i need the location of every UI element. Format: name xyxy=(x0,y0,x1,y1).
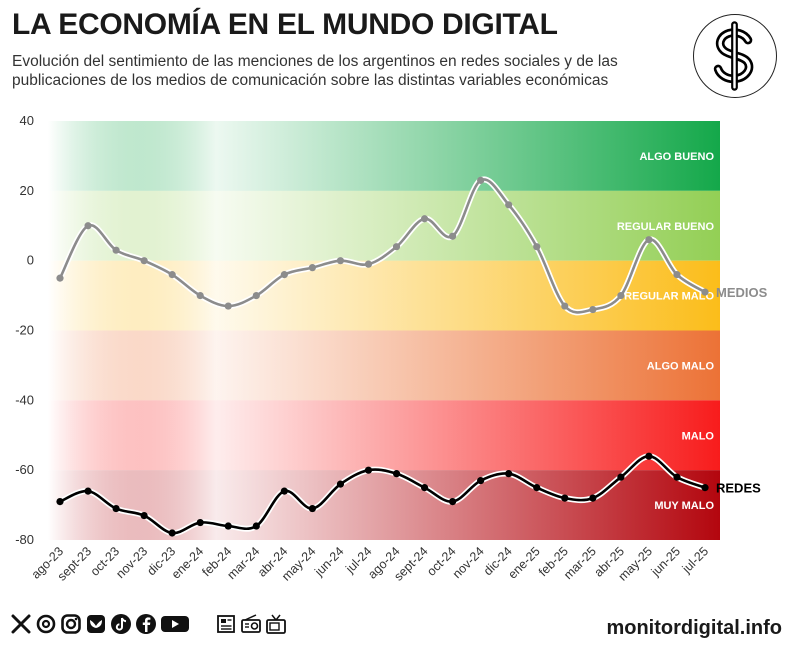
page-subtitle: Evolución del sentimiento de las mencion… xyxy=(12,53,618,89)
x-tick-label: mar-25 xyxy=(561,544,599,582)
redes-point xyxy=(645,452,653,460)
x-tick-label: ene-25 xyxy=(505,544,542,581)
y-tick-label: -60 xyxy=(15,462,34,477)
medios-series-label: MEDIOS xyxy=(716,285,768,300)
band-algo-malo xyxy=(48,330,720,401)
page-title: LA ECONOMÍA EN EL MUNDO DIGITAL xyxy=(12,8,558,41)
medios-point xyxy=(645,236,653,244)
redes-point xyxy=(336,480,345,488)
band-algo-bueno xyxy=(48,121,720,191)
medios-point xyxy=(112,246,120,254)
band-label: REGULAR MALO xyxy=(624,291,714,303)
band-label: ALGO MALO xyxy=(647,360,715,372)
x-tick-label: jul-25 xyxy=(679,544,711,576)
medios-point xyxy=(533,243,541,251)
youtube-icon[interactable] xyxy=(160,613,190,635)
medios-point xyxy=(280,271,288,279)
redes-point xyxy=(589,494,597,502)
redes-point xyxy=(505,470,513,478)
y-tick-label: 20 xyxy=(20,183,34,198)
band-label: REGULAR BUENO xyxy=(617,221,715,233)
redes-point xyxy=(280,487,288,495)
redes-point xyxy=(701,484,709,492)
newspaper-icon xyxy=(217,615,235,633)
band-label: ALGO BUENO xyxy=(639,151,714,163)
redes-point xyxy=(308,504,316,513)
sentiment-line-chart: ALGO BUENO REGULAR BUENO REGULAR MALO ALGO … xyxy=(15,113,768,584)
medios-point xyxy=(449,232,457,240)
redes-point xyxy=(56,497,64,506)
redes-point xyxy=(617,473,625,481)
y-tick-label: -80 xyxy=(15,532,34,547)
medios-point xyxy=(140,257,148,265)
medios-point xyxy=(477,176,485,184)
redes-point xyxy=(364,466,373,474)
redes-point xyxy=(196,518,204,527)
instagram-icon[interactable] xyxy=(60,613,82,635)
redes-point xyxy=(392,470,401,478)
redes-point xyxy=(168,529,176,537)
medios-point xyxy=(336,257,345,265)
redes-point xyxy=(420,484,429,492)
x-tick-label: jun-24 xyxy=(311,544,346,579)
redes-point xyxy=(533,484,541,492)
redes-point xyxy=(84,487,92,495)
medios-point xyxy=(673,271,681,279)
medios-point xyxy=(168,271,176,279)
medios-point xyxy=(196,291,204,300)
y-tick-label: 0 xyxy=(27,253,34,268)
redes-point xyxy=(477,477,485,485)
band-label: MUY MALO xyxy=(654,500,714,512)
medios-point xyxy=(252,291,260,300)
medios-point xyxy=(701,288,709,296)
social-icons xyxy=(10,613,287,635)
medios-point xyxy=(308,264,316,272)
brand-url[interactable]: monitordigital.info xyxy=(606,617,782,639)
y-tick-label: -40 xyxy=(15,392,34,407)
band-label: MALO xyxy=(682,430,715,442)
medios-point xyxy=(84,222,92,230)
medios-point xyxy=(561,302,569,310)
medios-point xyxy=(420,215,429,223)
medios-point xyxy=(56,274,64,282)
threads-icon[interactable] xyxy=(35,613,57,635)
redes-point xyxy=(224,522,232,530)
x-tick-label: nov-24 xyxy=(450,544,487,581)
x-tick-label: ene-24 xyxy=(169,544,206,581)
medios-point xyxy=(364,260,373,268)
redes-point xyxy=(561,494,569,502)
redes-point xyxy=(252,522,260,530)
redes-point xyxy=(673,473,681,481)
medios-point xyxy=(224,302,232,310)
tiktok-icon[interactable] xyxy=(110,613,132,635)
x-icon[interactable] xyxy=(10,613,32,635)
redes-point xyxy=(449,497,457,506)
radio-icon xyxy=(241,614,261,633)
medios-point xyxy=(617,291,625,300)
band-malo xyxy=(48,400,720,471)
facebook-icon[interactable] xyxy=(135,613,157,635)
band-regular-malo xyxy=(48,260,720,331)
medios-point xyxy=(589,305,597,314)
medios-point xyxy=(392,243,401,251)
y-tick-label: -20 xyxy=(15,323,34,338)
band-regular-bueno xyxy=(48,190,720,261)
bluesky-icon[interactable] xyxy=(85,613,107,635)
redes-series-label: REDES xyxy=(716,481,761,496)
dollar-sign-icon xyxy=(693,14,777,98)
tv-icon xyxy=(266,614,286,634)
x-tick-label: jun-25 xyxy=(648,544,683,579)
redes-point xyxy=(140,511,148,520)
redes-point xyxy=(112,504,120,513)
medios-point xyxy=(505,201,513,209)
x-tick-label: mar-24 xyxy=(225,544,263,582)
x-tick-label: nov-23 xyxy=(113,544,150,581)
y-tick-label: 40 xyxy=(20,113,34,128)
